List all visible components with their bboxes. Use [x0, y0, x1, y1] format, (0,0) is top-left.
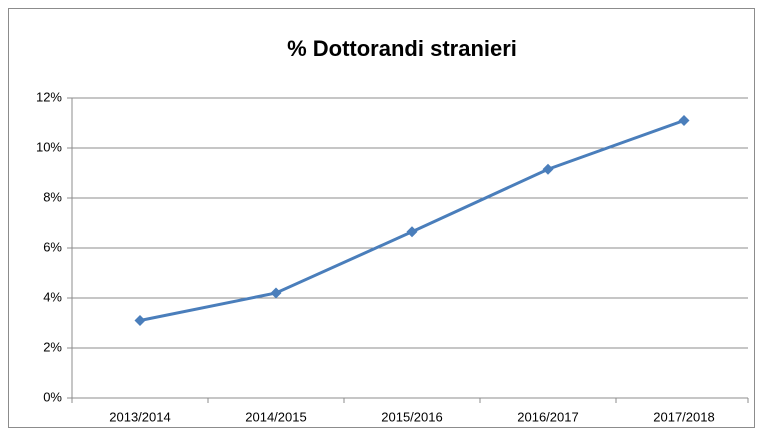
y-tick-label: 4% [43, 289, 62, 304]
x-tick-label: 2015/2016 [381, 409, 442, 424]
x-tick-label: 2014/2015 [245, 409, 306, 424]
chart-border [8, 8, 755, 428]
chart-title: % Dottorandi stranieri [287, 36, 517, 61]
marker [542, 163, 554, 175]
x-tick-label: 2016/2017 [517, 409, 578, 424]
marker [406, 226, 418, 238]
y-tick-label: 12% [36, 89, 62, 104]
marker [678, 115, 690, 126]
y-tick-label: 0% [43, 389, 62, 404]
marker [134, 315, 146, 326]
x-tick-label: 2017/2018 [653, 409, 714, 424]
y-tick-label: 8% [43, 189, 62, 204]
y-tick-label: 10% [36, 139, 62, 154]
x-tick-label: 2013/2014 [109, 409, 170, 424]
y-tick-label: 6% [43, 239, 62, 254]
y-tick-label: 2% [43, 339, 62, 354]
marker [270, 287, 282, 299]
